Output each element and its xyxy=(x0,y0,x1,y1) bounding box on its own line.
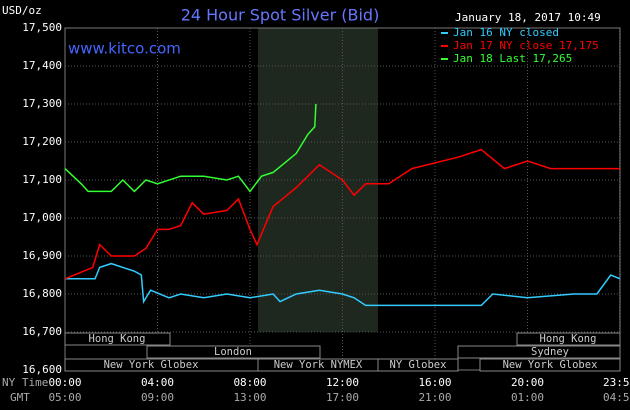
session-box xyxy=(64,332,171,346)
series-line xyxy=(64,148,620,280)
legend-entry: Jan 16 NY closed xyxy=(453,26,559,39)
x-tick-label: 16:00 xyxy=(418,376,451,389)
x-tick-label: 08:00 xyxy=(233,376,266,389)
session-label: New York Globex xyxy=(104,359,199,371)
y-tick-label: 16,700 xyxy=(22,325,62,338)
x-tick-label: 00:00 xyxy=(48,376,81,389)
sessions: Hong Kong Hong Kong London Sydney New Yo… xyxy=(64,332,621,372)
session-label: NY Globex xyxy=(390,359,447,371)
y-tick-label: 16,800 xyxy=(22,287,62,300)
y-tick-label: 17,400 xyxy=(22,59,62,72)
y-tick-label: 17,200 xyxy=(22,135,62,148)
x-tick-label: 04:00 xyxy=(141,376,174,389)
x-tick-label: 20:00 xyxy=(511,376,544,389)
session-box xyxy=(516,332,621,346)
source: www.kitco.com xyxy=(68,40,181,58)
session-label: London xyxy=(214,346,252,358)
chart-title: 24 Hour Spot Silver (Bid) xyxy=(181,6,380,25)
legend-entry: Jan 17 NY close 17,175 xyxy=(453,39,599,52)
session-label: New York NYMEX xyxy=(274,359,363,371)
series-line xyxy=(64,103,317,193)
y-tick-label: 17,500 xyxy=(22,21,62,34)
session-label: Hong Kong xyxy=(89,333,146,345)
x2-tick-label: 01:00 xyxy=(511,391,544,404)
session-box xyxy=(146,345,321,359)
session-label: New York Globex xyxy=(503,359,598,371)
x2-tick-label: 13:00 xyxy=(233,391,266,404)
session-label: Hong Kong xyxy=(540,333,597,345)
x2-row-label: GMT xyxy=(10,391,30,404)
session-label: Sydney xyxy=(531,346,569,358)
x2-tick-label: 21:00 xyxy=(418,391,451,404)
x-row-label: NY Time xyxy=(2,376,48,389)
x-tick-label: 12:00 xyxy=(326,376,359,389)
x2-tick-label: 05:00 xyxy=(48,391,81,404)
y-axis-label: USD/oz xyxy=(2,4,42,17)
series-line xyxy=(65,262,621,307)
y-tick-label: 17,000 xyxy=(22,211,62,224)
legend-entry: Jan 18 Last 17,265 xyxy=(453,52,572,65)
session-box xyxy=(377,358,459,372)
session-box xyxy=(457,345,621,359)
x2-tick-label: 04:59 xyxy=(603,391,630,404)
y-tick-label: 17,100 xyxy=(22,173,62,186)
y-tick-label: 17,300 xyxy=(22,97,62,110)
y-tick-label: 16,900 xyxy=(22,249,62,262)
x2-tick-label: 09:00 xyxy=(141,391,174,404)
timestamp: January 18, 2017 10:49 xyxy=(455,11,601,24)
session-box xyxy=(479,358,621,372)
y-tick-label: 16,600 xyxy=(22,363,62,376)
x2-tick-label: 17:00 xyxy=(326,391,359,404)
x-tick-label: 23:59 xyxy=(603,376,630,389)
